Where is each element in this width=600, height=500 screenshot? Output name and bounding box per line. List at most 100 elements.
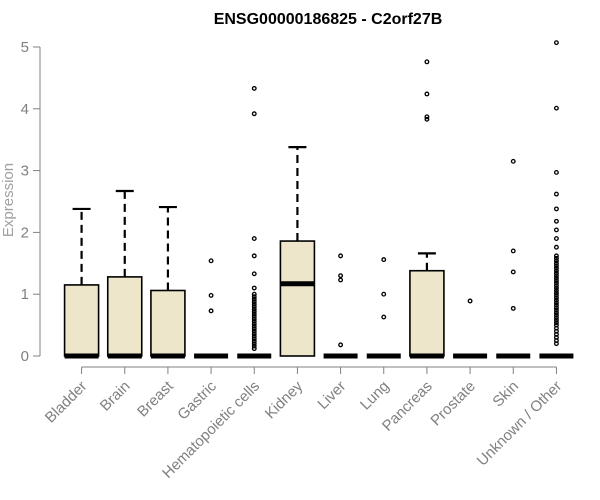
outlier-point <box>553 40 559 46</box>
outlier-point <box>553 278 559 284</box>
outlier-point <box>381 257 387 263</box>
outlier-point <box>251 291 257 297</box>
outlier-point <box>381 291 387 297</box>
outlier-point <box>553 341 559 347</box>
box-gastric <box>194 258 229 359</box>
box-series <box>63 40 574 359</box>
outlier-point <box>251 309 257 314</box>
outlier-point <box>553 105 559 111</box>
outlier-point <box>553 320 559 326</box>
box-body <box>63 284 100 357</box>
outlier-point <box>251 341 257 347</box>
box-body <box>409 269 445 357</box>
outlier-point <box>510 248 516 254</box>
outlier-point <box>251 316 257 322</box>
x-tick-label: Kidney <box>262 377 307 422</box>
outlier-point <box>251 313 257 319</box>
x-tick-label: Skin <box>489 378 522 411</box>
outlier-point <box>251 236 257 242</box>
outlier-point <box>553 236 559 242</box>
outlier-point <box>510 269 516 275</box>
outlier-point <box>510 305 516 311</box>
outlier-point <box>553 270 559 276</box>
outlier-point <box>553 300 559 306</box>
outlier-point <box>251 306 257 312</box>
outlier-point <box>510 158 516 164</box>
outlier-point <box>553 280 559 286</box>
x-tick-label: Lung <box>357 378 393 414</box>
outlier-point <box>553 310 559 316</box>
outlier-point <box>208 292 214 298</box>
outlier-point <box>251 271 257 277</box>
outlier-point <box>251 299 257 305</box>
box-prostate <box>453 298 488 359</box>
outlier-point <box>553 285 559 291</box>
outlier-point <box>251 85 257 91</box>
outlier-point <box>251 318 257 324</box>
x-tick-label: Prostate <box>427 378 479 430</box>
outlier-point <box>251 304 257 310</box>
y-tick-label: 4 <box>21 101 29 118</box>
outlier-point <box>553 283 559 288</box>
box-hematopoietic-cells <box>237 85 272 359</box>
outlier-point <box>338 342 344 348</box>
box-bladder <box>63 207 100 359</box>
outlier-point <box>553 170 559 175</box>
x-tick-label: Liver <box>314 378 349 413</box>
outlier-point <box>553 255 559 261</box>
outlier-point <box>381 314 387 320</box>
box-skin <box>496 158 531 359</box>
outlier-point <box>553 307 559 313</box>
box-unknown-other <box>539 40 574 359</box>
y-axis-label: Expression <box>0 163 17 237</box>
outlier-point <box>553 191 559 197</box>
outlier-point <box>553 265 559 271</box>
box-lung <box>366 257 401 359</box>
outlier-point <box>251 111 257 117</box>
y-axis: 0 1 2 3 4 5 <box>21 39 41 365</box>
outlier-point <box>251 343 257 349</box>
outlier-point <box>553 227 559 233</box>
chart-title: ENSG00000186825 - C2orf27B <box>214 11 443 28</box>
outlier-point <box>553 288 559 293</box>
outlier-point <box>424 114 430 120</box>
outlier-point <box>251 331 257 337</box>
outlier-point <box>553 305 559 311</box>
y-tick-label: 3 <box>21 163 29 180</box>
outlier-point <box>553 268 559 274</box>
outlier-point <box>208 258 214 264</box>
outlier-point <box>251 338 257 344</box>
y-tick-label: 0 <box>21 348 29 365</box>
outlier-point <box>553 302 559 308</box>
outlier-point <box>553 263 559 269</box>
outlier-point <box>251 336 257 342</box>
outlier-point <box>553 244 559 250</box>
box-kidney <box>279 146 316 357</box>
outlier-point <box>553 312 559 318</box>
outlier-point <box>553 206 559 212</box>
outlier-point <box>338 253 344 259</box>
outlier-point <box>553 292 559 298</box>
outlier-point <box>553 218 559 224</box>
outlier-point <box>251 321 257 327</box>
outlier-point <box>251 326 257 332</box>
outlier-point <box>467 298 473 304</box>
outlier-point <box>251 333 257 339</box>
outlier-point <box>553 290 559 296</box>
box-brain <box>106 189 143 359</box>
outlier-point <box>424 59 430 65</box>
outlier-point <box>251 296 257 302</box>
outlier-point <box>553 315 559 321</box>
outlier-point <box>338 277 344 283</box>
outlier-point <box>553 317 559 323</box>
outlier-point <box>251 285 257 291</box>
outlier-point <box>251 346 257 352</box>
y-tick-label: 1 <box>21 286 29 303</box>
outlier-point <box>553 273 559 279</box>
outlier-point <box>553 260 559 266</box>
outlier-point <box>251 253 257 259</box>
outlier-point <box>251 311 257 317</box>
outlier-point <box>251 294 257 300</box>
